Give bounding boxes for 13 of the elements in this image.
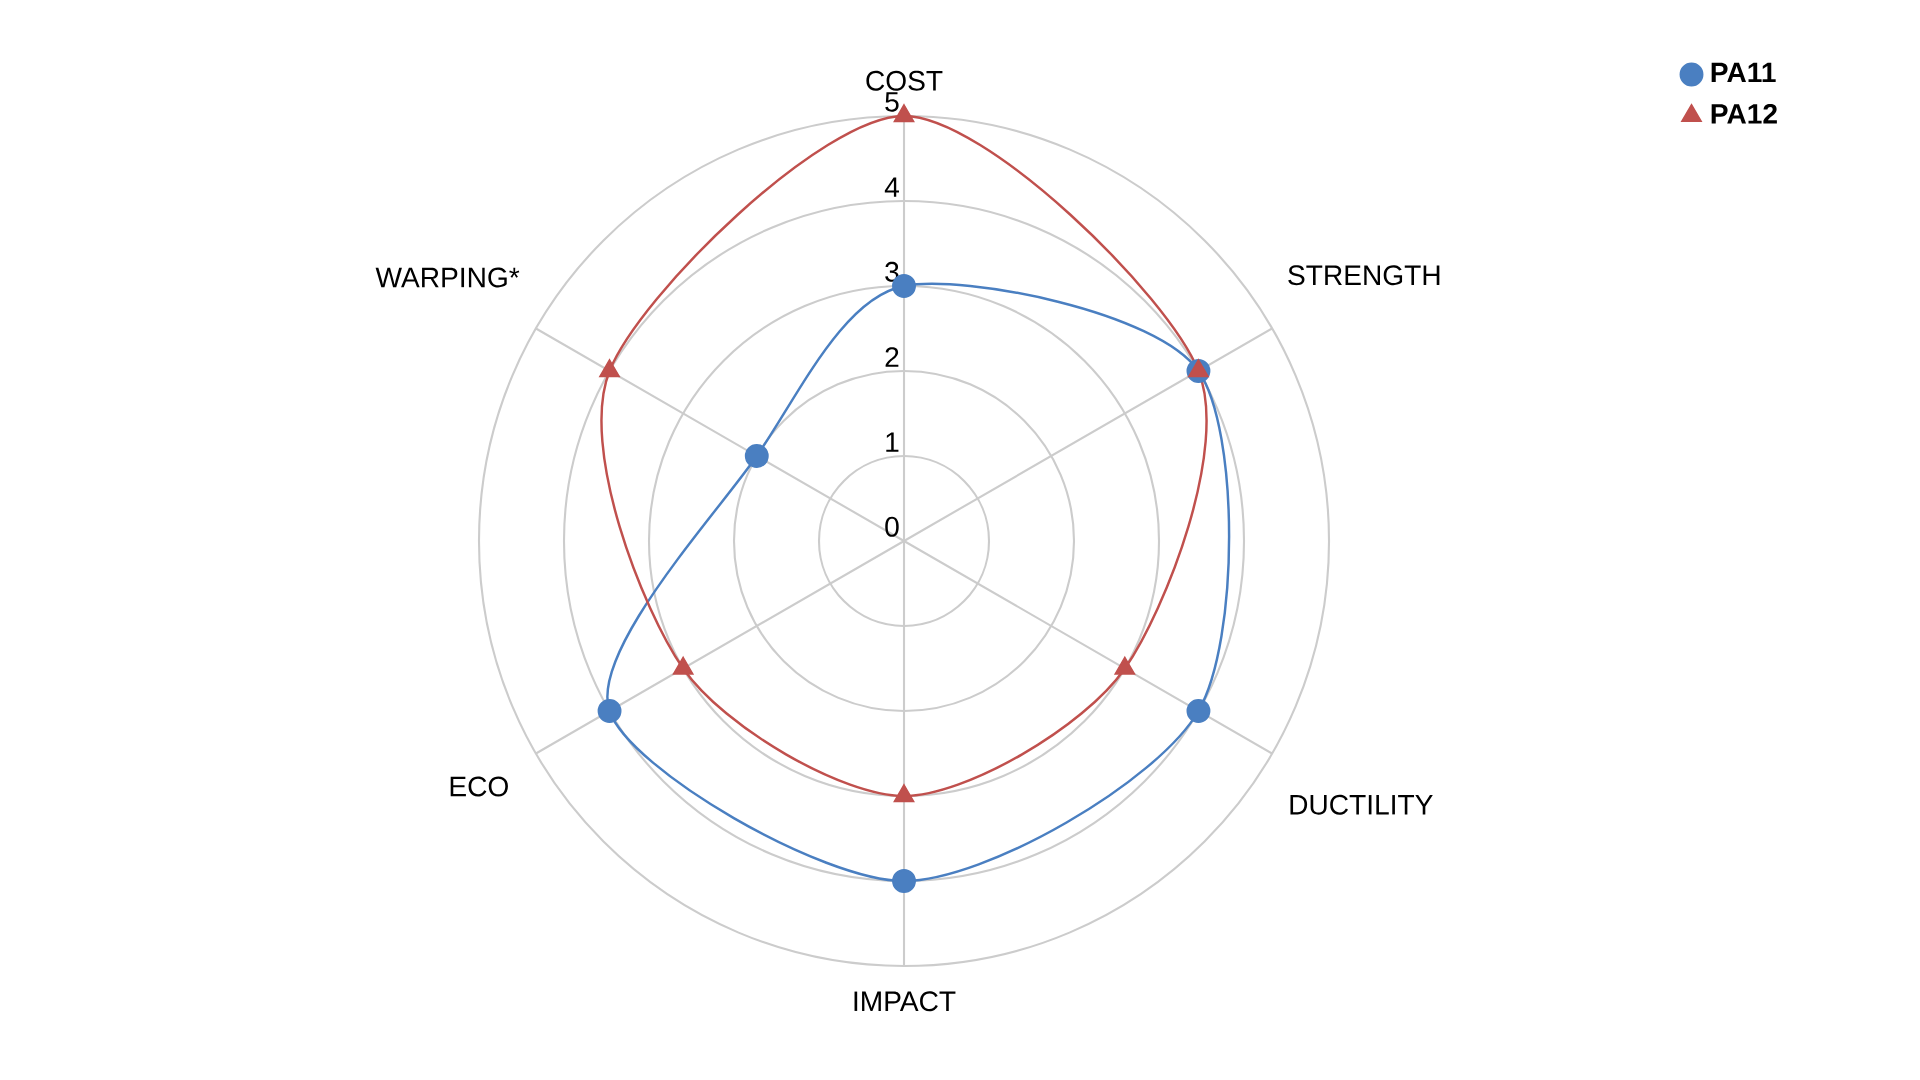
spoke-label: ECO (450, 776, 508, 797)
y-tick-label: 1 (886, 432, 899, 452)
spoke-label: STRENGTH (1288, 265, 1440, 286)
legend-label: PA12 (1711, 103, 1777, 124)
spoke-label: COST (866, 70, 943, 91)
legend-label: PA11 (1711, 62, 1776, 83)
y-tick-label: 0 (885, 516, 899, 537)
y-tick-label: 5 (885, 92, 899, 112)
y-tick-label: 4 (884, 177, 899, 197)
spoke-label: WARPING* (375, 267, 520, 288)
y-tick-label: 2 (885, 347, 899, 367)
spoke-label: IMPACT (854, 991, 956, 1012)
spoke-label: DUCTILITY (1290, 794, 1433, 815)
